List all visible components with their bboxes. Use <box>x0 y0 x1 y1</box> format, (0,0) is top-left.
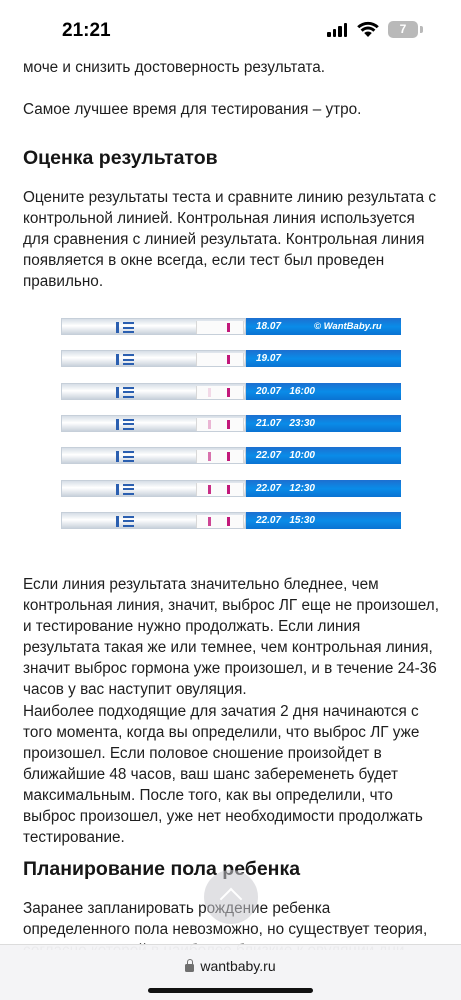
test-strip: 19.07 <box>61 350 401 368</box>
test-line <box>208 484 211 494</box>
strip-max-lines-icon <box>123 451 134 463</box>
test-strip: 21.07 23:30 <box>61 414 401 432</box>
strip-body <box>61 350 246 368</box>
lock-icon <box>185 959 195 972</box>
strip-result-window <box>196 417 244 431</box>
strip-date-label: 22.07 15:30 <box>256 514 315 526</box>
strip-label-tab: 20.07 16:00 <box>246 382 401 400</box>
address-text: wantbaby.ru <box>200 958 276 974</box>
control-line <box>227 484 230 494</box>
browser-address-bar[interactable]: wantbaby.ru <box>0 944 461 1000</box>
home-indicator[interactable] <box>148 988 313 993</box>
test-strip: 22.07 10:00 <box>61 447 401 465</box>
strip-max-lines-icon <box>123 515 134 527</box>
wifi-icon <box>357 21 379 37</box>
strip-label-tab: 22.07 12:30 <box>246 479 401 497</box>
strip-arrow-mark <box>116 322 119 333</box>
strip-body <box>61 447 246 465</box>
strip-result-window <box>196 385 244 399</box>
test-strip: 20.07 16:00 <box>61 382 401 400</box>
battery-tip <box>420 26 423 33</box>
status-bar: 21:21 7 <box>0 0 461 62</box>
strip-label-tab: 21.07 23:30 <box>246 414 401 432</box>
scroll-to-top-button[interactable] <box>204 870 258 924</box>
strip-result-window <box>196 353 244 367</box>
battery-level: 7 <box>399 22 407 36</box>
strip-arrow-mark <box>116 451 119 463</box>
strip-date-label: 20.07 16:00 <box>256 385 315 397</box>
control-line <box>227 419 230 429</box>
strip-result-window <box>196 450 244 464</box>
strip-date-label: 18.07 <box>256 321 282 332</box>
cellular-signal-icon <box>327 23 347 37</box>
strip-body <box>61 414 246 432</box>
strip-max-lines-icon <box>123 386 134 398</box>
interpretation-paragraph: Если линия результата значительно бледне… <box>23 576 439 698</box>
strip-date-label: 21.07 23:30 <box>256 417 315 429</box>
strip-max-lines-icon <box>123 354 134 366</box>
test-line <box>208 387 211 397</box>
best-time-paragraph: Самое лучшее время для тестирования – ут… <box>23 101 362 118</box>
conception-paragraph: Наиболее подходящие для зачатия 2 дня на… <box>23 703 423 846</box>
clipped-paragraph: моче и снизить достоверность результата. <box>23 49 439 89</box>
strip-result-window <box>196 514 244 528</box>
strip-label-tab: 18.07 © WantBaby.ru <box>246 318 401 335</box>
control-line <box>227 355 230 365</box>
control-line <box>227 323 230 332</box>
test-line <box>208 419 211 429</box>
strip-body <box>61 511 246 529</box>
test-line <box>208 516 211 526</box>
test-line <box>208 452 211 462</box>
strip-result-window <box>196 321 244 334</box>
strip-date-label: 19.07 <box>256 353 282 365</box>
strip-body <box>61 479 246 497</box>
heading-planning: Планирование пола ребенка <box>23 858 301 880</box>
test-strip: 22.07 15:30 <box>61 511 401 529</box>
strip-label-tab: 22.07 15:30 <box>246 511 401 529</box>
strip-body <box>61 382 246 400</box>
chevron-up-icon <box>219 887 243 911</box>
battery-icon: 7 <box>388 21 418 38</box>
strip-arrow-mark <box>116 354 119 366</box>
strip-date-label: 22.07 12:30 <box>256 482 315 494</box>
strip-label-tab: 19.07 <box>246 350 401 368</box>
control-line <box>227 387 230 397</box>
results-intro-paragraph: Оцените результаты теста и сравните лини… <box>23 189 437 290</box>
control-line <box>227 452 230 462</box>
strip-body <box>61 318 246 335</box>
address-field[interactable]: wantbaby.ru <box>0 958 461 974</box>
strip-arrow-mark <box>116 515 119 527</box>
strip-arrow-mark <box>116 483 119 495</box>
control-line <box>227 516 230 526</box>
heading-results: Оценка результатов <box>23 147 218 169</box>
strip-arrow-mark <box>116 418 119 430</box>
strip-max-lines-icon <box>123 483 134 495</box>
strip-max-lines-icon <box>123 322 134 333</box>
watermark: © WantBaby.ru <box>314 321 382 332</box>
strip-label-tab: 22.07 10:00 <box>246 447 401 465</box>
strip-date-label: 22.07 10:00 <box>256 450 315 462</box>
strip-max-lines-icon <box>123 418 134 430</box>
ovulation-test-strips-image: 18.07 © WantBaby.ru 19.07 20.07 16:00 21.07 … <box>61 318 401 538</box>
strip-result-window <box>196 482 244 496</box>
test-strip: 18.07 © WantBaby.ru <box>61 318 401 335</box>
test-strip: 22.07 12:30 <box>61 479 401 497</box>
status-time: 21:21 <box>62 20 111 41</box>
clipped-line: моче и снизить достоверность результата. <box>23 59 325 76</box>
strip-arrow-mark <box>116 386 119 398</box>
